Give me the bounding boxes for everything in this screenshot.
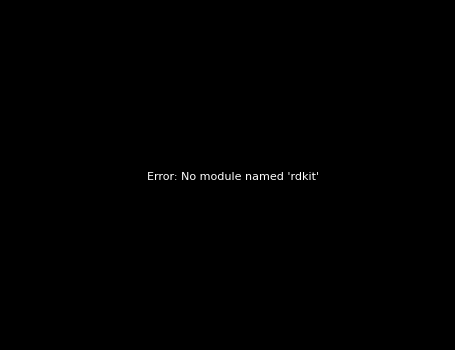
Text: Error: No module named 'rdkit': Error: No module named 'rdkit' bbox=[147, 172, 319, 182]
